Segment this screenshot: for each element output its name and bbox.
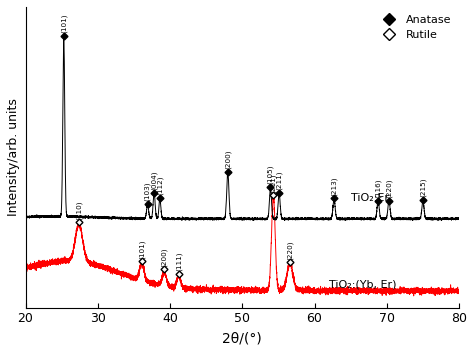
Text: (103): (103) <box>145 182 151 201</box>
Text: (220): (220) <box>386 178 392 198</box>
Text: TiO₂:Er: TiO₂:Er <box>351 193 389 203</box>
Text: (105): (105) <box>267 165 273 184</box>
Text: (116): (116) <box>375 178 382 198</box>
Text: (211): (211) <box>270 173 277 193</box>
Text: (211): (211) <box>276 170 283 190</box>
X-axis label: 2θ/(°): 2θ/(°) <box>222 331 262 345</box>
Text: (215): (215) <box>419 177 426 197</box>
Text: (101): (101) <box>138 240 145 259</box>
Text: (200): (200) <box>161 247 167 267</box>
Text: (213): (213) <box>331 176 337 196</box>
Text: TiO₂:(Yb, Er): TiO₂:(Yb, Er) <box>329 279 396 289</box>
Text: (200): (200) <box>225 149 231 169</box>
Text: (112): (112) <box>156 176 163 195</box>
Text: (220): (220) <box>287 240 293 260</box>
Text: (004): (004) <box>151 170 157 190</box>
Text: (101): (101) <box>61 14 67 33</box>
Legend: Anatase, Rutile: Anatase, Rutile <box>376 13 454 43</box>
Y-axis label: Intensity/arb. units: Intensity/arb. units <box>7 98 20 216</box>
Text: (111): (111) <box>175 252 182 271</box>
Text: (110): (110) <box>76 200 82 220</box>
